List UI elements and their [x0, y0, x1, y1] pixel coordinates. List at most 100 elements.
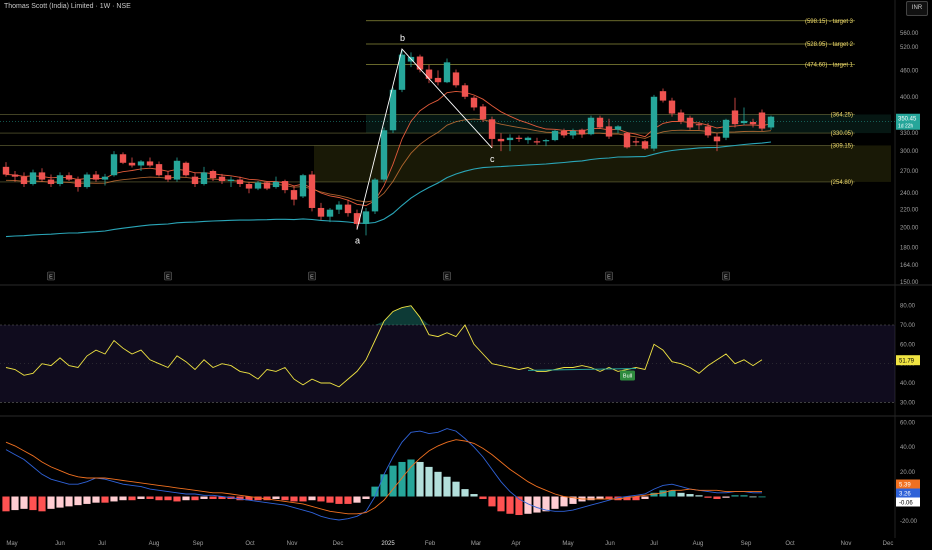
macd-histogram-bar — [533, 496, 541, 513]
macd-value-label: -0.06 — [899, 501, 913, 507]
candle-body — [353, 213, 361, 224]
candle — [65, 172, 73, 182]
macd-histogram-bar — [443, 476, 451, 497]
candle — [767, 115, 775, 130]
candle — [407, 52, 415, 68]
earnings-marker — [722, 271, 730, 281]
currency-button[interactable]: INR — [906, 1, 928, 16]
macd-histogram-bar — [209, 496, 217, 499]
level-label: (330.05) — [831, 131, 853, 137]
candle — [659, 88, 667, 103]
price-tick-label: 460.00 — [900, 68, 919, 74]
candle-body — [533, 141, 541, 143]
ema-slow-line — [5, 141, 772, 238]
candle — [668, 97, 676, 117]
macd-histogram-bar — [704, 496, 712, 498]
macd-histogram-bar — [110, 496, 118, 502]
candle-body — [119, 154, 127, 163]
candle — [245, 181, 253, 194]
macd-histogram-bar — [182, 496, 190, 501]
level-label: (364.25) — [831, 112, 853, 118]
wave-line — [356, 48, 493, 230]
candle — [389, 87, 397, 134]
candle — [281, 179, 289, 194]
macd-histogram-bar — [470, 494, 478, 497]
candle — [524, 136, 532, 144]
candle — [200, 166, 208, 186]
candle — [83, 172, 91, 189]
candle-body — [2, 166, 10, 175]
macd-histogram-bar — [407, 459, 415, 497]
candle-body — [506, 137, 514, 141]
macd-histogram-bar — [713, 496, 721, 499]
candle — [227, 176, 235, 188]
candle-body — [65, 175, 73, 180]
macd-histogram-bar — [596, 496, 604, 499]
macd-histogram-bar — [758, 496, 766, 498]
candle — [362, 207, 370, 236]
candle-body — [83, 174, 91, 188]
candle — [335, 201, 343, 215]
macd-histogram-bar — [272, 496, 280, 499]
candle-body — [551, 130, 559, 141]
rsi-band — [0, 325, 895, 403]
divergence-line — [527, 368, 637, 371]
price-tick-label: 220.00 — [900, 208, 919, 214]
time-tick-label: Jun — [605, 541, 615, 547]
candle — [722, 118, 730, 141]
candle — [650, 94, 658, 152]
time-tick-label: Jun — [55, 541, 65, 547]
macd-value-badge — [896, 488, 920, 498]
candle-body — [209, 170, 217, 179]
candle — [182, 161, 190, 177]
candle — [506, 134, 514, 152]
last-price-label: 350.45 — [898, 117, 917, 123]
macd-histogram-bar — [236, 496, 244, 501]
macd-histogram-bar — [164, 496, 172, 501]
macd-histogram-bar — [641, 496, 649, 499]
price-levels: (598.15) - target 3 (528.95) - target 2 (4… — [0, 19, 895, 186]
candle-body — [29, 172, 37, 185]
wave-label-b: b — [400, 33, 405, 43]
candle-body — [695, 124, 703, 126]
candle — [470, 95, 478, 111]
price-tick-label: 150.00 — [900, 280, 919, 286]
candle-body — [443, 62, 451, 83]
candle — [740, 107, 748, 126]
candle-body — [47, 179, 55, 185]
divergence-label: Bull — [623, 374, 632, 380]
macd-histogram-bar — [560, 496, 568, 507]
candle-body — [668, 100, 676, 114]
time-tick-label: Oct — [785, 541, 795, 547]
candle — [686, 115, 694, 130]
moving-average-lines — [5, 90, 772, 238]
candle-body — [371, 179, 379, 212]
candle — [47, 174, 55, 188]
macd-histogram-bar — [47, 496, 55, 509]
macd-histogram-bar — [542, 496, 550, 512]
macd-histogram-bar — [632, 496, 640, 501]
candle — [56, 172, 64, 187]
macd-histogram-bar — [254, 496, 262, 501]
candle-body — [425, 69, 433, 79]
ema-long-line — [5, 118, 772, 203]
time-tick-label: 2025 — [381, 541, 395, 547]
candle-body — [191, 176, 199, 185]
candle — [434, 70, 442, 86]
earnings-marker-label: E — [310, 275, 314, 281]
time-axis: May Jun Jul Aug Sep Oct Nov Dec 2025 Feb Mar Apr May… — [6, 541, 893, 547]
candle-body — [182, 162, 190, 176]
candle-body — [20, 176, 28, 185]
macd-histogram-bar — [11, 496, 19, 511]
macd-histogram-bar — [623, 496, 631, 501]
time-tick-label: Mar — [471, 541, 481, 547]
macd-histogram-bar — [380, 474, 388, 497]
rsi-value-badge — [896, 355, 920, 366]
macd-histogram-bar — [479, 496, 487, 499]
macd-histogram-bar — [731, 495, 739, 497]
candle-body — [128, 162, 136, 166]
candle-body — [758, 112, 766, 129]
rsi-tick-label: 60.00 — [900, 342, 916, 348]
